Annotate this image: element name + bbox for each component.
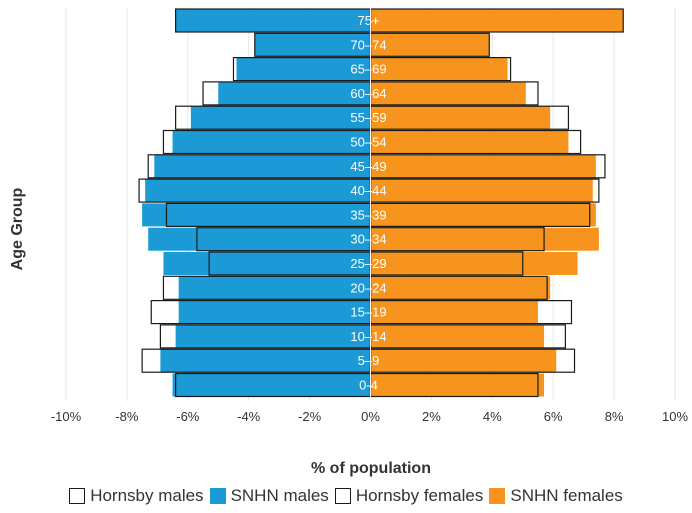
bar-snhn-females (370, 81, 526, 105)
bar-snhn-females (370, 349, 557, 373)
age-group-label: 75+ (357, 13, 379, 28)
bar-snhn-males (148, 227, 371, 251)
age-group-label: 40–44 (350, 183, 386, 198)
x-tick-label: 8% (605, 409, 624, 424)
x-axis-title: % of population (311, 460, 431, 477)
age-group-label: 0-4 (359, 378, 378, 393)
legend-item-hornsby-females: Hornsby females (334, 486, 484, 506)
bar-snhn-males (160, 349, 371, 373)
bar-snhn-females (370, 106, 551, 130)
age-group-label: 30–34 (350, 232, 386, 247)
legend: Hornsby males SNHN males Hornsby females… (0, 484, 692, 508)
x-tick-label: 2% (422, 409, 441, 424)
bar-snhn-females (370, 373, 545, 397)
legend-item-snhn-females: SNHN females (489, 486, 623, 506)
bar-snhn-males (178, 276, 371, 300)
age-group-label: 20–24 (350, 280, 386, 295)
age-group-label: 70–74 (350, 37, 386, 52)
bar-snhn-males (175, 9, 371, 32)
bars (138, 8, 624, 401)
bar-snhn-males (254, 33, 371, 57)
x-tick-label: -2% (298, 409, 322, 424)
bar-snhn-males (178, 300, 371, 324)
bar-snhn-females (370, 33, 490, 57)
age-group-label: 55–59 (350, 110, 386, 125)
legend-swatch-snhn-males (209, 488, 226, 504)
age-labels: 75+ 70–74 65–69 60–64 55–59 50–54 45–49 40–44 35… (350, 13, 386, 393)
bar-snhn-males (154, 154, 371, 178)
x-tick-label: 6% (544, 409, 563, 424)
age-group-label: 35–39 (350, 207, 386, 222)
x-axis-ticks: -10% -8% -6% -4% -2% 0% 2% 4% 6% 8% 10% (51, 409, 689, 424)
bar-snhn-females (370, 57, 508, 81)
bar-snhn-females (370, 227, 599, 251)
legend-label-snhn-males: SNHN males (230, 486, 329, 505)
legend-label-hornsby-males: Hornsby males (90, 486, 204, 505)
bar-snhn-males (145, 179, 371, 203)
x-tick-label: -10% (51, 409, 82, 424)
age-group-label: 15–19 (350, 305, 386, 320)
bar-snhn-males (172, 130, 371, 154)
bar-snhn-females (370, 276, 551, 300)
bar-snhn-males (163, 252, 371, 275)
bar-snhn-females (370, 9, 624, 32)
bar-snhn-females (370, 203, 596, 227)
x-tick-label: 4% (483, 409, 502, 424)
bar-snhn-males (236, 57, 371, 81)
age-group-label: 50–54 (350, 135, 386, 150)
bar-snhn-males (190, 106, 371, 130)
bar-snhn-females (370, 179, 593, 203)
legend-swatch-hornsby-males (69, 488, 86, 504)
bar-snhn-females (370, 252, 578, 275)
age-group-label: 10–14 (350, 329, 386, 344)
legend-swatch-snhn-females (489, 488, 506, 504)
x-tick-label: -4% (237, 409, 261, 424)
x-tick-label: -6% (176, 409, 200, 424)
bar-snhn-males (175, 324, 371, 348)
age-group-label: 25–29 (350, 256, 386, 271)
bar-snhn-males (218, 81, 371, 105)
legend-item-snhn-males: SNHN males (209, 486, 329, 506)
legend-item-hornsby-males: Hornsby males (69, 486, 204, 506)
bar-snhn-males (172, 373, 371, 397)
legend-label-snhn-females: SNHN females (510, 486, 623, 505)
x-tick-label: -8% (115, 409, 139, 424)
age-group-label: 45–49 (350, 159, 386, 174)
bar-snhn-females (370, 130, 569, 154)
age-group-label: 5–9 (358, 353, 380, 368)
x-tick-label: 0% (361, 409, 380, 424)
bar-snhn-females (370, 300, 538, 324)
legend-label-hornsby-females: Hornsby females (355, 486, 484, 505)
x-tick-label: 10% (662, 409, 688, 424)
bar-snhn-females (370, 324, 545, 348)
legend-swatch-hornsby-females (334, 488, 351, 504)
age-group-label: 65–69 (350, 62, 386, 77)
bar-snhn-females (370, 154, 596, 178)
bar-snhn-males (142, 203, 371, 227)
y-axis-title: Age Group (9, 187, 26, 270)
age-group-label: 60–64 (350, 86, 386, 101)
